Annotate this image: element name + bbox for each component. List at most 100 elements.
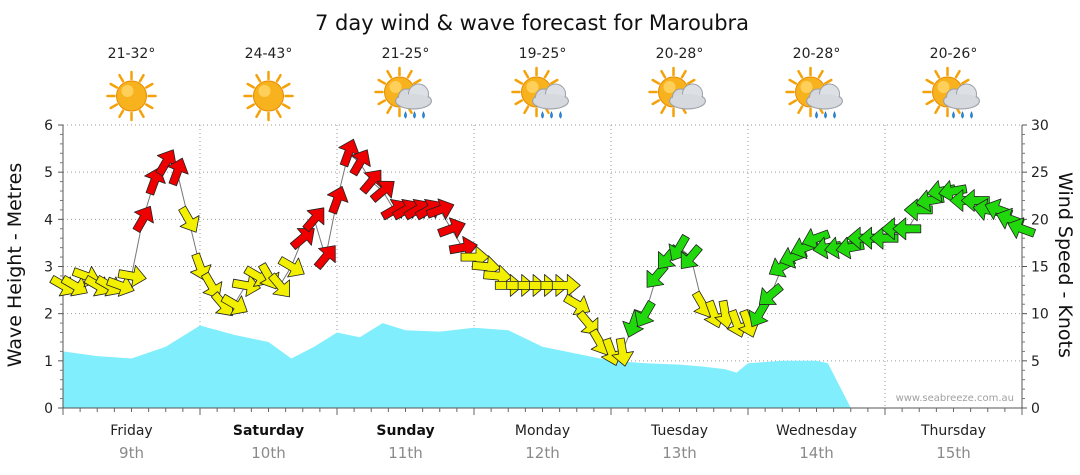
cloud-fill <box>807 94 842 108</box>
sun-ray <box>138 73 145 83</box>
sun-highlight <box>937 81 950 93</box>
rain-drop <box>824 111 827 119</box>
temp-range-label: 21-32° <box>108 46 156 62</box>
day-labels: Friday 9th Saturday 10th Sunday 11th Monday 12t… <box>110 423 986 462</box>
right-tick-label: 0 <box>1031 401 1040 417</box>
day-name-label: Friday <box>110 423 152 439</box>
sun-ray <box>377 78 387 85</box>
sun-ray <box>406 69 413 79</box>
cloud-fill <box>670 94 705 108</box>
sun-ray <box>246 82 256 89</box>
sun-ray <box>823 78 833 85</box>
sun-ray <box>118 109 125 119</box>
wind-arrow <box>576 310 599 335</box>
left-tick-label: 4 <box>44 212 53 228</box>
rain-drop <box>550 111 553 119</box>
sun-ray <box>281 103 291 110</box>
wind-arrow <box>277 256 305 278</box>
wind-arrow <box>437 217 466 239</box>
sun-ray <box>386 69 393 79</box>
wind-arrow <box>680 244 703 269</box>
sun-ray <box>386 105 393 115</box>
wind-arrow <box>289 228 315 251</box>
wind-arrow <box>611 337 634 367</box>
wave-height-series <box>63 323 863 408</box>
sun-ray <box>788 78 798 85</box>
rain-drop <box>559 111 562 119</box>
sun-ray <box>797 105 804 115</box>
day-name-label: Monday <box>515 423 570 439</box>
wind-arrow <box>302 207 325 233</box>
day-name-label: Saturday <box>233 423 304 439</box>
sun-ray <box>543 69 550 79</box>
left-tick-label: 1 <box>44 354 53 370</box>
showers-icon <box>374 66 432 119</box>
wind-arrow <box>326 186 349 215</box>
left-tick-label: 0 <box>44 401 53 417</box>
sun-ray <box>255 73 262 83</box>
day-name-label: Wednesday <box>776 423 857 439</box>
day-name-label: Sunday <box>376 423 434 439</box>
sun-disc <box>253 80 284 112</box>
right-tick-label: 5 <box>1031 354 1040 370</box>
wind-arrows <box>49 138 1036 367</box>
day-date-label: 13th <box>662 444 696 462</box>
cloud-fill <box>396 94 431 108</box>
sun-disc <box>116 80 147 112</box>
sun-ray <box>954 69 961 79</box>
sun-highlight <box>121 85 134 97</box>
sun-ray <box>934 69 941 79</box>
wind-arrow <box>1007 217 1036 239</box>
sun-ray <box>255 109 262 119</box>
sun-ray <box>144 103 154 110</box>
cloud-fill <box>944 94 979 108</box>
wind-arrow <box>758 282 784 305</box>
wind-arrow <box>349 149 371 177</box>
day-date-label: 15th <box>936 444 970 462</box>
left-tick-label: 6 <box>44 118 53 134</box>
sun-ray <box>246 103 256 110</box>
left-tick-label: 2 <box>44 307 53 323</box>
wind-speed-line <box>63 152 1023 352</box>
sun-ray <box>925 99 935 106</box>
rain-drop <box>413 111 416 119</box>
wind-arrow <box>178 205 200 233</box>
day-date-label: 12th <box>525 444 559 462</box>
sun-ray <box>686 78 696 85</box>
partly-cloudy-icon <box>648 66 706 118</box>
rain-drop <box>970 111 973 119</box>
cloud-fill <box>533 94 568 108</box>
sun-ray <box>523 105 530 115</box>
sun-ray <box>138 109 145 119</box>
rain-drop <box>422 111 425 119</box>
sun-ray <box>275 73 282 83</box>
sun-ray <box>680 69 687 79</box>
sun-ray <box>118 73 125 83</box>
temp-range-label: 20-28° <box>793 46 841 62</box>
cloud <box>532 83 569 110</box>
sun-ray <box>651 78 661 85</box>
sun-ray <box>788 99 798 106</box>
day-date-label: 14th <box>799 444 833 462</box>
chart-axes: 0 1 2 3 4 5 6 0 5 10 15 20 25 30 <box>44 118 1049 417</box>
sun-ray <box>377 99 387 106</box>
sun-rays <box>243 70 294 122</box>
sunny-icon <box>243 70 294 122</box>
wind-arrow <box>313 245 336 271</box>
sun-ray <box>514 78 524 85</box>
sun-highlight <box>663 81 676 93</box>
wind-arrow <box>117 265 147 288</box>
temp-range-label: 21-25° <box>382 46 430 62</box>
rain-drop <box>833 111 836 119</box>
day-name-label: Thursday <box>920 423 986 439</box>
wind-arrow <box>359 169 382 195</box>
sun-ray <box>109 82 119 89</box>
chart-title: 7 day wind & wave forecast for Maroubra <box>315 11 749 35</box>
sun-ray <box>514 99 524 106</box>
sunny-icon <box>106 70 157 122</box>
cloud <box>806 83 843 110</box>
sun-ray <box>797 69 804 79</box>
temp-range-label: 24-43° <box>245 46 293 62</box>
sun-ray <box>109 103 119 110</box>
weather-row: 21-32° 24-43° 21-25° 19-25° 20-28° 20-28° 20-2… <box>106 46 980 122</box>
